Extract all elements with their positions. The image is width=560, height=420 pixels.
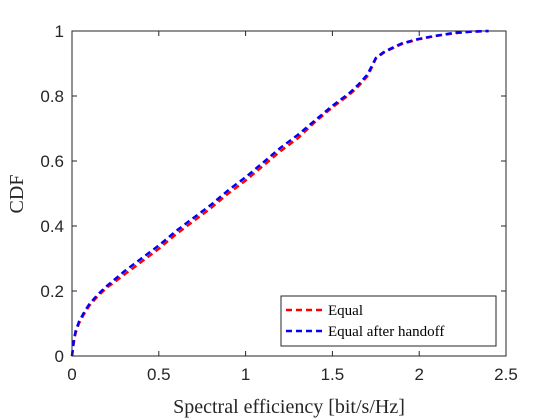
legend-label-equal: Equal [328, 303, 363, 319]
y-tick-label: 1 [55, 22, 64, 41]
series-line-1 [70, 29, 489, 357]
y-tick-label: 0.4 [40, 217, 64, 236]
y-tick-label: 0.8 [40, 87, 64, 106]
x-axis-label: Spectral efficiency [bit/s/Hz] [173, 396, 405, 418]
axis-ticks: 0 0.5 1 1.5 2 2.5 0 0.2 0.4 0.6 0.8 1 [40, 22, 517, 384]
x-tick-label: 1.5 [321, 365, 345, 384]
legend: Equal Equal after handoff [280, 295, 497, 347]
y-tick-label: 0 [55, 347, 64, 366]
y-tick-label: 0.2 [40, 282, 64, 301]
legend-box [280, 295, 497, 347]
y-tick-label: 0.6 [40, 152, 64, 171]
x-tick-label: 1 [241, 365, 250, 384]
x-tick-label: 2 [414, 365, 423, 384]
x-tick-label: 2.5 [494, 365, 518, 384]
y-axis-label: CDF [6, 175, 28, 214]
x-tick-label: 0 [67, 365, 76, 384]
legend-label-equal-after-handoff: Equal after handoff [328, 324, 444, 340]
x-tick-label: 0.5 [147, 365, 171, 384]
